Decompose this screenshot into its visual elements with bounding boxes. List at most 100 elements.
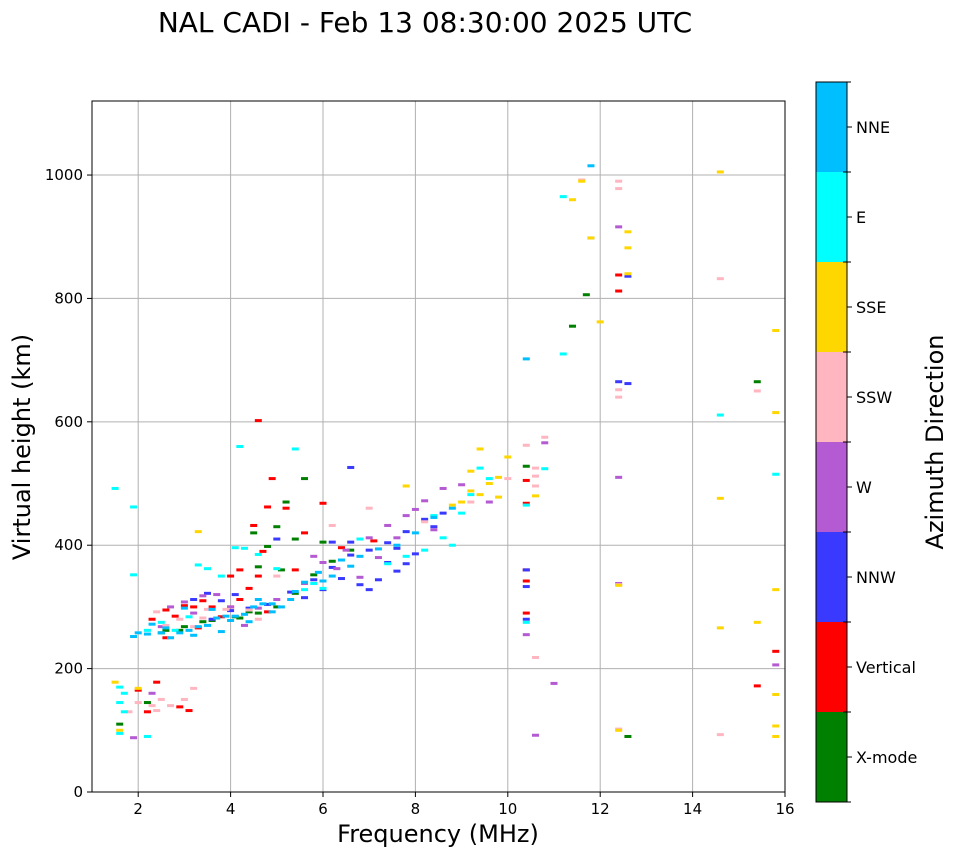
data-point [213,593,221,597]
data-point [254,598,262,602]
data-point [716,277,724,281]
data-point [143,632,151,636]
series-x-mode [116,293,761,738]
x-tick-label: 14 [683,800,702,818]
data-point [208,605,216,609]
data-point [194,625,202,629]
data-point [199,594,207,598]
data-point [180,625,188,629]
data-point [171,628,179,632]
colorbar-segment [816,172,847,262]
data-point [148,622,156,626]
data-point [393,536,401,540]
data-point [231,593,239,597]
data-point [430,528,438,532]
data-point [259,602,267,606]
data-point [615,475,623,479]
data-point [458,511,466,515]
data-point [245,606,253,610]
data-point [245,608,253,612]
data-point [337,577,345,581]
data-point [190,611,198,615]
data-point [254,606,262,610]
data-point [532,494,540,498]
data-point [772,411,780,415]
data-point [310,573,318,577]
data-point [180,600,188,604]
data-point [559,195,567,199]
data-point [365,536,373,540]
data-point [143,701,151,705]
data-point [541,441,549,445]
data-point [176,628,184,632]
x-tick-label: 10 [498,800,517,818]
data-point [291,537,299,541]
data-point [772,734,780,738]
data-point [467,489,475,493]
data-point [393,546,401,550]
data-point [134,631,142,635]
data-point [772,649,780,653]
data-point [116,731,124,735]
data-point [134,688,142,692]
data-point [222,614,230,618]
data-point [231,546,239,550]
data-point [522,617,530,621]
data-point [458,500,466,504]
y-axis: 0 200 400 600 800 1000 [45,166,92,801]
data-point [180,697,188,701]
data-point [217,630,225,634]
y-axis-label: Virtual height (km) [8,334,36,560]
data-point [384,541,392,545]
colorbar-frame [815,81,848,803]
data-point [194,563,202,567]
y-tick-label: 1000 [45,166,83,184]
data-point [384,523,392,527]
data-point [116,685,124,689]
data-point [716,626,724,630]
data-point [411,552,419,556]
data-point [162,628,170,632]
data-point [476,466,484,470]
data-point [264,610,272,614]
colorbar-tick-label: SSE [856,298,886,317]
data-point [582,293,590,297]
data-point [273,537,281,541]
data-point [167,704,175,708]
data-point [176,617,184,621]
data-point [245,610,253,614]
data-point [559,352,567,356]
data-point [772,472,780,476]
data-point [162,636,170,640]
data-point [217,615,225,619]
data-point [116,722,124,726]
data-point [374,547,382,551]
data-point [185,628,193,632]
data-point [204,607,211,611]
data-point [236,616,244,620]
data-point [227,618,235,622]
data-point [199,620,207,624]
data-point [347,540,355,544]
data-point [148,691,156,695]
colorbar-segment [816,622,847,712]
data-point [254,574,262,578]
x-tick-label: 4 [226,800,236,818]
data-point [204,567,211,571]
data-point [430,515,438,519]
colorbar-tick-label: E [856,208,866,227]
data-point [356,575,364,579]
y-tick-label: 800 [54,289,83,307]
data-point [615,273,623,277]
data-point [282,506,290,510]
data-point [254,552,262,556]
data-point [148,617,156,621]
data-point [615,380,623,384]
data-point [176,705,184,709]
data-point [384,562,392,566]
data-point [615,179,623,183]
data-point [356,583,364,587]
data-point [753,380,761,384]
data-point [190,625,198,629]
y-tick-label: 200 [54,660,83,678]
